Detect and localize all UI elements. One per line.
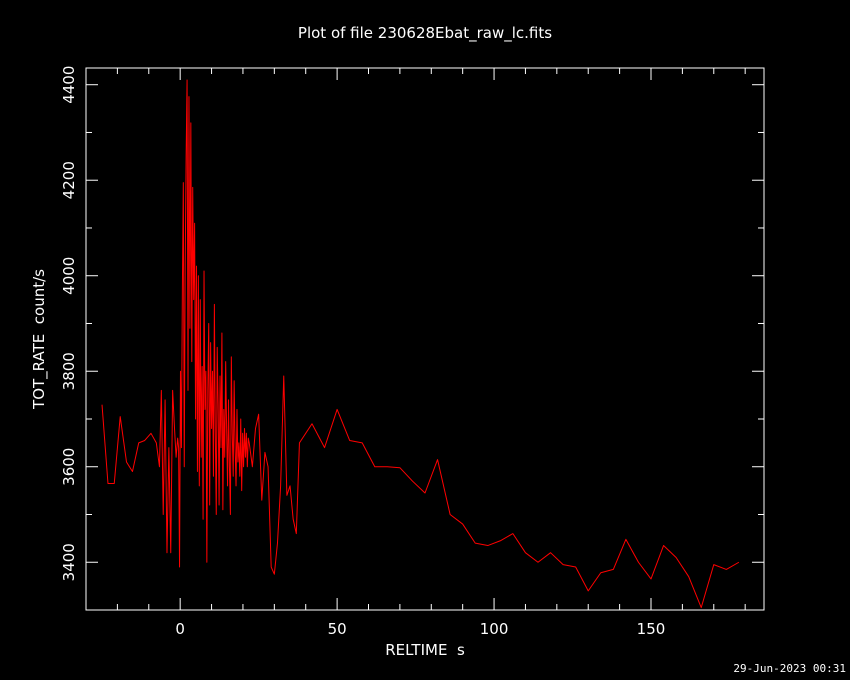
x-tick-label: 150 <box>637 620 666 638</box>
y-tick-label: 4400 <box>60 66 78 104</box>
axis-ticks <box>86 68 764 611</box>
timestamp-label: 29-Jun-2023 00:31 <box>733 662 846 675</box>
chart-title: Plot of file 230628Ebat_raw_lc.fits <box>298 24 552 43</box>
y-tick-label: 4200 <box>60 161 78 199</box>
series-layer <box>101 79 740 609</box>
x-tick-label: 50 <box>328 620 347 638</box>
y-tick-label: 3800 <box>60 352 78 390</box>
series-line <box>101 79 740 609</box>
y-tick-label: 4000 <box>60 257 78 295</box>
x-tick-label: 0 <box>175 620 185 638</box>
y-tick-label: 3600 <box>60 448 78 486</box>
y-axis-label: TOT_RATE count/s <box>30 269 49 410</box>
axis-tick-labels: 0 50 100 150 3400 3600 3800 4000 4200 4400 <box>60 66 665 638</box>
y-tick-label: 3400 <box>60 543 78 581</box>
x-axis-label: RELTIME s <box>385 641 465 659</box>
plot-frame <box>85 67 765 611</box>
x-tick-label: 100 <box>480 620 509 638</box>
